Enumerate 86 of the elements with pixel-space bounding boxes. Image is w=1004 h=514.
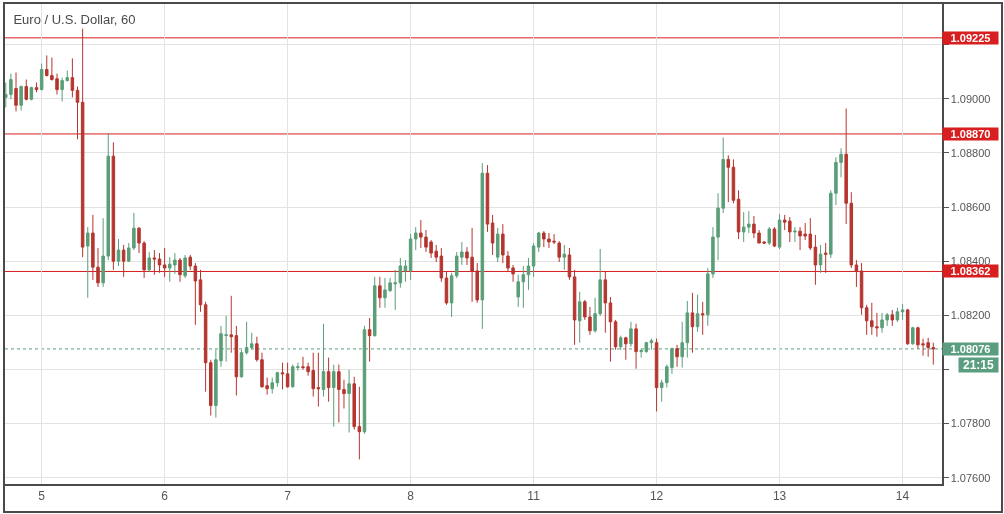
x-tick-label: 5 [38,488,46,503]
candlestick [736,189,741,240]
y-tick-label: 1.07600 [950,471,991,484]
candlestick [367,317,372,363]
text: Euro / U.S. Dollar, 60 [13,12,136,28]
candlestick [675,344,679,368]
candlestick [485,164,490,233]
x-tick-label: 8 [407,488,415,503]
candlestick [157,252,162,274]
candlestick [777,213,782,250]
candlestick [731,158,736,204]
x-tick-label: 6 [161,488,169,503]
candlestick [900,303,905,321]
candlestick [577,291,582,344]
candlestick [654,338,659,412]
candlestick [152,249,157,276]
candlestick [444,271,449,306]
candlestick [767,226,772,246]
candlestick [823,242,828,274]
candlestick [700,301,705,336]
candlestick [813,234,818,286]
candlestick [75,86,80,140]
candlestick [562,244,567,271]
ref-line-label: 1.08362 [950,265,991,277]
text: 21:15 [962,358,995,372]
candlestick [14,71,18,112]
candlestick [121,244,126,278]
candlestick [29,86,34,101]
candlestick [603,271,608,334]
candlestick [24,79,29,101]
candlestick [178,257,182,283]
candlestick [634,323,638,370]
candlestick [347,369,351,434]
candlestick [531,242,536,278]
candlestick [285,362,290,389]
candlestick [895,307,900,323]
candlestick [854,259,859,288]
candlestick [911,326,915,346]
candlestick [34,82,39,93]
candlestick [280,362,285,391]
candlestick [403,259,408,283]
ref-line-label: 1.09225 [950,32,991,44]
candlestick [70,57,75,98]
candlestick [890,309,895,327]
y-tick-label: 1.08200 [950,309,991,322]
ref-line-label: 1.08870 [950,128,991,140]
candlestick [608,296,613,363]
candlestick [526,257,531,291]
candlestick [326,357,331,403]
x-tick-label: 11 [527,488,541,503]
candlestick [490,214,495,256]
candlestick [572,269,577,346]
candlestick [162,247,167,278]
candlestick [567,247,572,281]
candlestick [183,254,187,279]
candlestick [80,28,85,258]
candlestick [690,292,695,354]
candlestick [695,294,700,333]
candlestick [378,276,382,309]
candlestick [480,162,485,330]
candlestick [19,84,23,111]
candlestick [495,227,500,263]
x-tick-label: 7 [284,488,292,503]
x-tick-label: 14 [895,488,910,503]
candlestick [331,364,336,428]
candlestick [793,226,797,243]
candlestick [536,231,541,253]
candlestick [111,141,116,271]
candlestick [726,154,731,203]
candlestick [147,251,152,273]
candlestick [624,336,628,361]
candlestick [39,63,44,91]
x-tick-label: 12 [649,488,664,503]
candlestick [905,308,910,346]
candlestick [818,244,823,274]
y-tick-label: 1.07800 [950,417,991,430]
candlestick [116,238,121,267]
ref-line-label: 1.08076 [950,343,991,355]
candlestick [198,269,203,313]
y-tick-label: 1.08800 [950,146,991,159]
y-tick-label: 1.09000 [950,92,991,105]
candlestick [372,276,377,338]
x-tick-label: 13 [772,488,787,503]
candlestick [86,226,90,299]
y-tick-label: 1.08600 [950,200,991,213]
candlestick [859,262,864,316]
